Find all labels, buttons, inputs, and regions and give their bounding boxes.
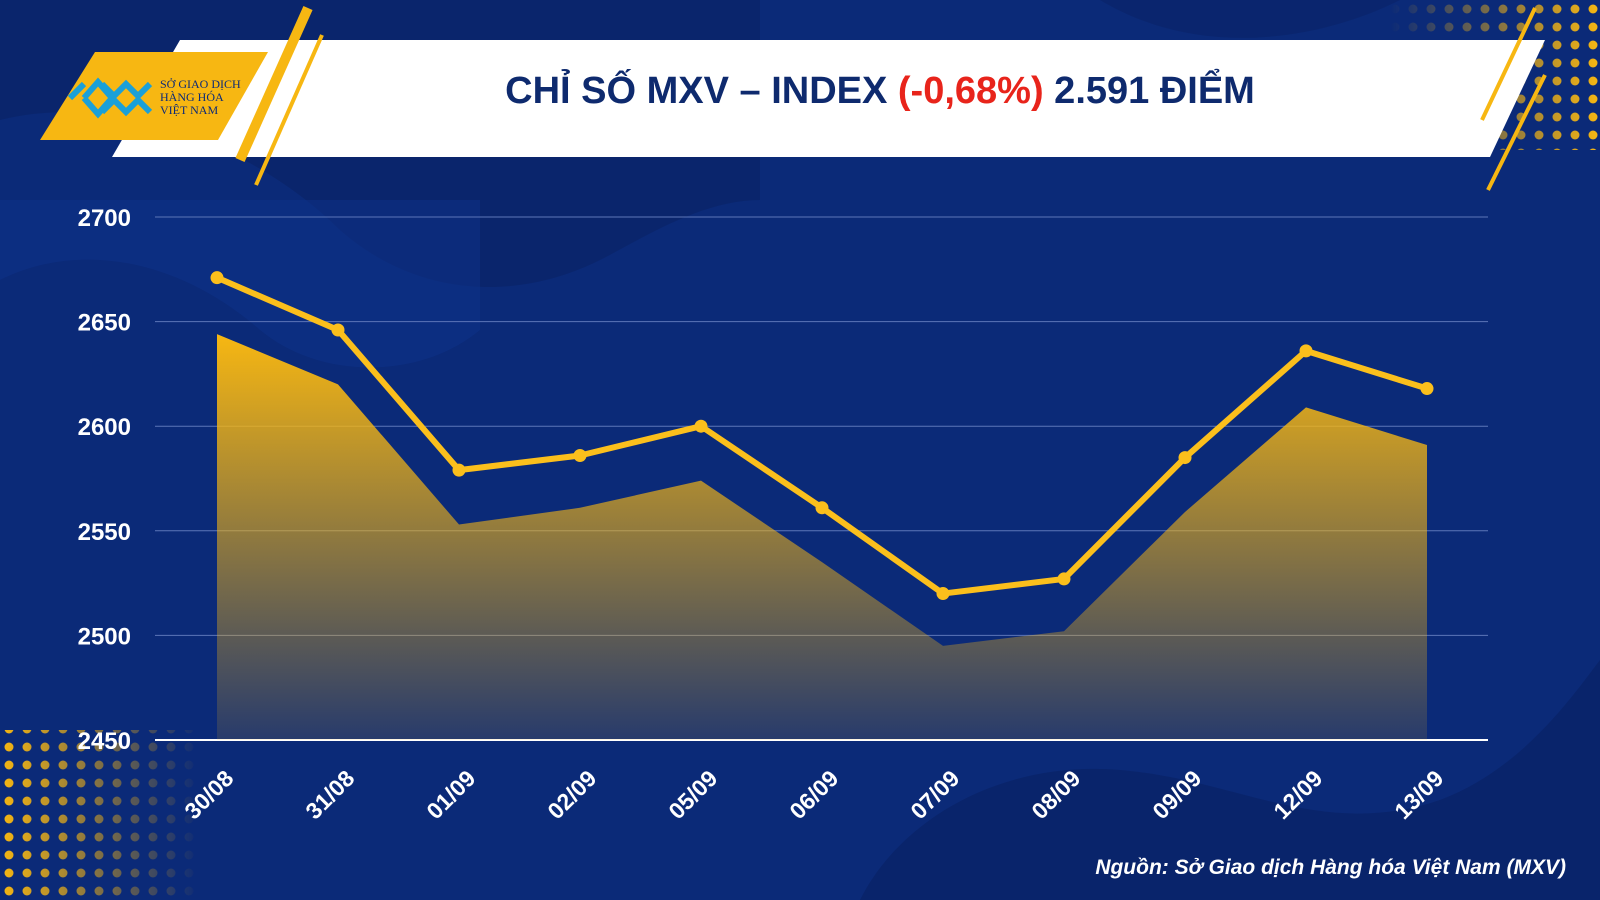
y-tick-label: 2600 (78, 414, 131, 441)
data-point (1178, 451, 1192, 465)
header-banner (40, 5, 1547, 191)
title-prefix: CHỈ SỐ MXV – INDEX (505, 70, 898, 112)
data-point (815, 501, 829, 515)
x-tick-label: 01/09 (421, 765, 480, 824)
source-note: Nguồn: Sở Giao dịch Hàng hóa Việt Nam (M… (1095, 856, 1566, 879)
x-tick-label: 30/08 (179, 765, 238, 824)
logo-text: SỞ GIAO DỊCH HÀNG HÓA VIỆT NAM (160, 78, 270, 117)
area-fill (217, 334, 1427, 740)
data-point (1057, 572, 1071, 586)
x-tick-label: 13/09 (1389, 765, 1448, 824)
y-tick-label: 2500 (78, 623, 131, 650)
data-point (1420, 382, 1434, 396)
title-suffix: 2.591 ĐIỂM (1043, 70, 1255, 112)
x-tick-label: 31/08 (300, 765, 359, 824)
data-point (331, 323, 345, 337)
y-tick-label: 2700 (78, 205, 131, 232)
header: SỞ GIAO DỊCH HÀNG HÓA VIỆT NAM CHỈ SỐ MX… (0, 0, 1600, 200)
y-tick-label: 2550 (78, 519, 131, 546)
chart-title: CHỈ SỐ MXV – INDEX (-0,68%) 2.591 ĐIỂM (330, 70, 1430, 113)
data-point (573, 448, 587, 462)
data-point (936, 587, 950, 601)
x-axis: 30/08 31/08 01/09 02/09 05/09 06/09 07/09 08/09… (179, 765, 1448, 824)
mxv-logo-icon (67, 77, 153, 119)
data-point (210, 271, 224, 285)
logo-line-2: HÀNG HÓA (160, 90, 224, 104)
x-tick-label: 02/09 (542, 765, 601, 824)
x-tick-label: 09/09 (1147, 765, 1206, 824)
x-tick-label: 05/09 (663, 765, 722, 824)
y-tick-label: 2450 (78, 728, 131, 755)
title-change: (-0,68%) (897, 70, 1044, 112)
data-point (452, 463, 466, 477)
area-series (217, 334, 1427, 740)
line-series (210, 271, 1434, 601)
y-axis: 2700 2650 2600 2550 2500 2450 (78, 205, 131, 755)
x-tick-label: 12/09 (1268, 765, 1327, 824)
x-tick-label: 08/09 (1026, 765, 1085, 824)
logo-line-3: VIỆT NAM (160, 103, 219, 117)
data-point (1299, 344, 1313, 358)
x-tick-label: 07/09 (905, 765, 964, 824)
x-tick-label: 06/09 (784, 765, 843, 824)
logo-line-1: SỞ GIAO DỊCH (160, 77, 241, 91)
data-point (694, 419, 708, 433)
y-tick-label: 2650 (78, 310, 131, 337)
